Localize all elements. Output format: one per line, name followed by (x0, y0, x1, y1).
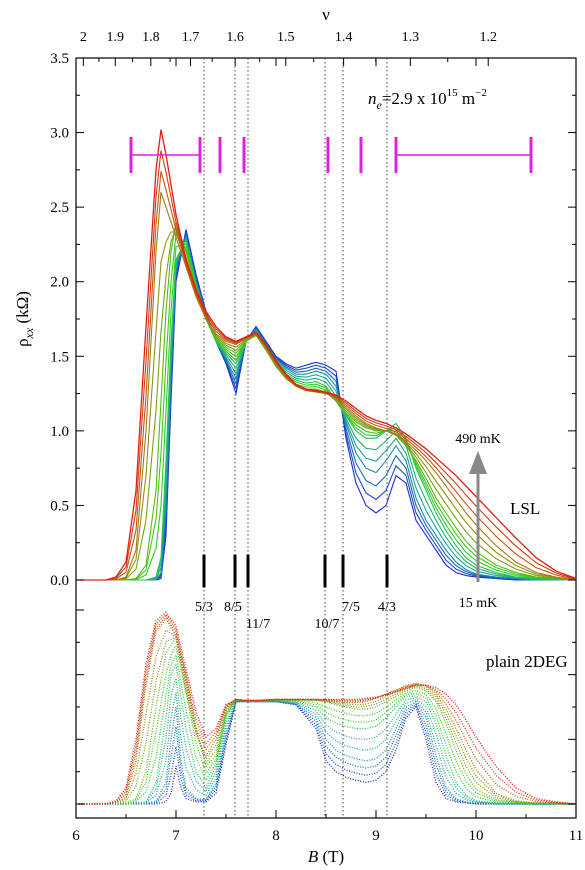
lsl-curve (76, 238, 577, 581)
lsl-curve (76, 129, 577, 581)
plain-curve (76, 700, 576, 805)
lsl-curve (76, 234, 576, 581)
y-tick-label: 1.5 (50, 349, 69, 365)
plain-curve (76, 652, 576, 805)
plain-curve (76, 700, 576, 805)
y-tick-label: 3.0 (50, 126, 69, 142)
nu-tick-label: 1.4 (335, 30, 353, 45)
axes: 6 7 8 9 10 11 0.0 0.5 1.0 1.5 2.0 2.5 3.0 3.5 2 1.9 1.8 1… (13, 5, 583, 866)
lsl-curve (76, 234, 576, 581)
y-tick-label: 0.5 (50, 498, 69, 514)
plain-curve (76, 611, 577, 805)
nu-tick-label: 1.8 (142, 30, 160, 45)
fraction-label: 11/7 (246, 617, 270, 632)
nu-tick-label: 1.5 (277, 30, 295, 45)
plain-curve (76, 700, 576, 805)
x-tick-label: 10 (469, 828, 484, 844)
fraction-label: 4/3 (378, 600, 396, 615)
y-tick-label: 3.5 (50, 51, 69, 67)
plot-frame (75, 57, 577, 819)
lsl-curve (76, 171, 577, 581)
plain-2deg-label: plain 2DEG (486, 652, 568, 671)
plain-curve (76, 692, 576, 805)
y-tick-label: 0.0 (50, 573, 69, 589)
plain-curve (76, 700, 576, 805)
x-tick-label: 11 (569, 828, 583, 844)
plain-curve (76, 615, 577, 805)
plain-curve (75, 617, 577, 805)
lsl-curve (76, 233, 577, 581)
plain-curve (76, 678, 576, 805)
plain-curve (76, 613, 577, 805)
nu-tick-label: 1.2 (479, 30, 497, 45)
fraction-markers: 5/3 8/5 11/7 10/77/5 4/3 (195, 554, 396, 632)
low-temperature-label: 15 mK (459, 596, 498, 611)
plain-curve (75, 635, 577, 805)
y-axis-title: ρxx (kΩ) (13, 291, 36, 347)
magenta-ranges (129, 136, 533, 173)
plot-border (75, 57, 577, 819)
nu-tick-label: 1.9 (107, 30, 125, 45)
nu-tick-label: 1.7 (182, 30, 200, 45)
nu-tick-label: 2 (80, 30, 87, 45)
fraction-label: 8/5 (224, 600, 242, 615)
fraction-label: 7/5 (342, 600, 360, 615)
top-axis-title: ν (322, 5, 330, 24)
plain-2deg-curves (75, 611, 577, 805)
fraction-label: 10/7 (315, 617, 340, 632)
temperature-arrow-head (469, 451, 487, 474)
fraction-guide-lines (203, 58, 388, 818)
plain-curve (75, 629, 577, 805)
density-annotation: ne=2.9 x 1015 m−2 (368, 87, 487, 112)
plain-curve (76, 644, 576, 805)
plain-curve (76, 661, 576, 805)
lsl-curve (76, 236, 576, 581)
x-tick-label: 7 (172, 828, 180, 844)
lsl-curves (76, 129, 577, 581)
nu-tick-label: 1.6 (226, 30, 244, 45)
lsl-curve (76, 243, 577, 581)
lsl-label: LSL (510, 499, 540, 518)
x-tick-label: 6 (72, 828, 80, 844)
x-tick-label: 9 (372, 828, 380, 844)
fraction-label: 5/3 (195, 600, 213, 615)
high-temperature-label: 490 mK (455, 432, 501, 447)
y-tick-label: 1.0 (50, 424, 69, 440)
lsl-curve (76, 237, 577, 581)
y-tick-label: 2.0 (50, 275, 69, 291)
nu-tick-label: 1.3 (402, 30, 420, 45)
lsl-curve (76, 231, 576, 581)
x-axis-title: B (T) (308, 847, 344, 866)
x-tick-label: 8 (272, 828, 280, 844)
annotations: ne=2.9 x 1015 m−2 LSL plain 2DEG 490 mK 15 m… (368, 87, 568, 671)
y-tick-label: 2.5 (50, 200, 69, 216)
